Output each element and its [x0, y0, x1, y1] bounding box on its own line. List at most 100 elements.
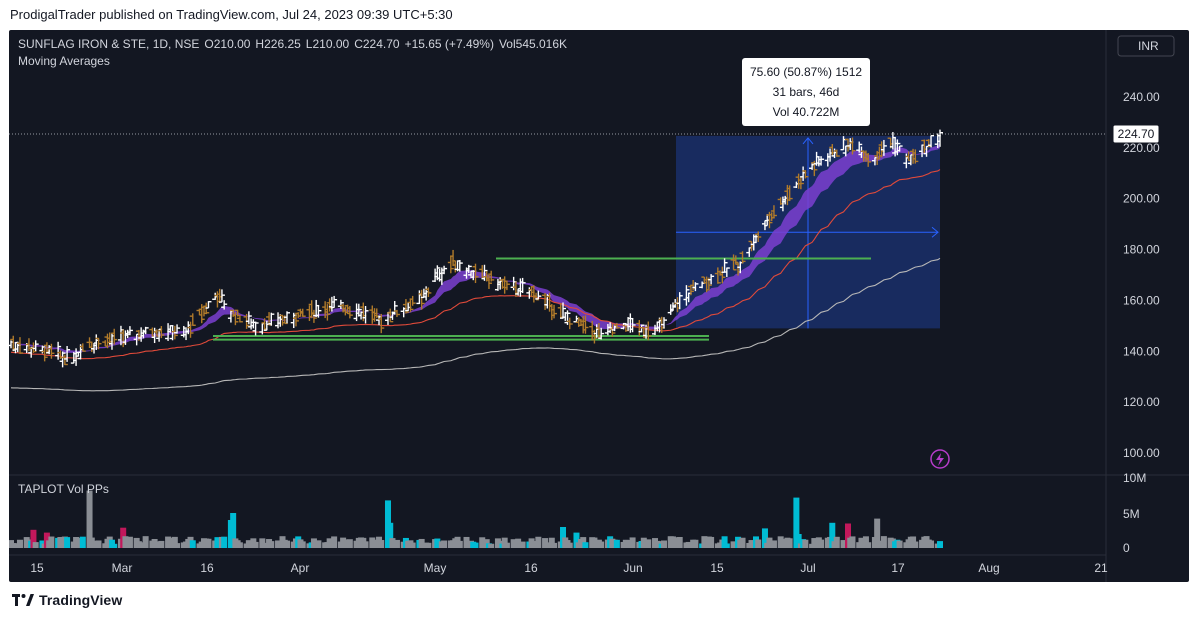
ohlc-bar-121 [387, 308, 394, 323]
volume-bar-129 [409, 542, 416, 548]
ohlc-bar-259 [818, 156, 825, 166]
ohlc-bar-124 [393, 309, 400, 318]
ohlc-bar-11 [41, 347, 48, 362]
measure-layer[interactable] [676, 135, 940, 329]
time-axis-tick-1: Mar [112, 561, 133, 575]
ohlc-bar-194 [613, 322, 620, 329]
ohlc-bar-139 [441, 265, 448, 275]
time-axis-tick-2: 16 [200, 561, 214, 575]
price-bars [8, 129, 943, 368]
measure-tooltip-line1: 75.60 (50.87%) 1512 [750, 65, 862, 79]
legend-c-label: C [354, 37, 363, 51]
volume-bar-34 [111, 543, 118, 548]
volume-bar-59 [189, 540, 196, 548]
volume-bar-29 [95, 540, 102, 548]
volume-bar-204 [645, 539, 652, 548]
volume-bar-273 [862, 536, 869, 548]
ohlc-bar-17 [59, 351, 66, 368]
ohlc-bar-229 [723, 267, 730, 277]
price-axis[interactable]: 240.00 220.00 200.00 180.00 160.00 140.00 120.… [1123, 90, 1160, 460]
support-resistance-lines[interactable] [213, 257, 871, 341]
ohlc-bar-99 [315, 305, 322, 318]
ohlc-bar-215 [683, 285, 690, 306]
volume-bar-279 [880, 536, 887, 548]
ohlc-bar-224 [708, 274, 715, 285]
ohlc-bar-217 [687, 285, 694, 296]
lightning-icon[interactable] [930, 449, 950, 469]
ohlc-bar-29 [95, 337, 102, 350]
ohlc-bar-19 [64, 345, 71, 362]
legend-symbol[interactable]: SUNFLAG IRON & STE, 1D, NSE [18, 37, 199, 51]
moving-averages [10, 143, 941, 392]
time-axis-tick-11: 21 [1094, 561, 1108, 575]
volume-bar-25 [86, 490, 93, 548]
ohlc-bar-269 [849, 137, 856, 155]
ohlc-bar-94 [299, 308, 306, 317]
volume-bar-159 [503, 542, 510, 548]
volume-bar-39 [126, 536, 133, 548]
volume-bar-109 [346, 539, 353, 548]
volume-bar-4 [16, 539, 23, 548]
time-axis-tick-0: 15 [30, 561, 44, 575]
ohlc-bar-79 [252, 321, 259, 336]
ohlc-bar-59 [189, 313, 196, 326]
ohlc-bar-204 [645, 321, 652, 341]
volume-bar-214 [676, 536, 683, 548]
chart-canvas[interactable]: 240.00 220.00 200.00 180.00 160.00 140.00 120.… [8, 30, 1189, 582]
volume-bar-219 [692, 539, 699, 548]
tradingview-logo[interactable]: TradingView [12, 592, 122, 608]
volume-bar-131 [418, 538, 425, 548]
currency-label: INR [1138, 39, 1159, 53]
ohlc-bar-296 [937, 129, 943, 147]
time-axis-tick-10: Aug [978, 561, 999, 575]
legend-change: +15.65 (+7.49%) [405, 37, 494, 51]
currency-button[interactable] [1117, 35, 1175, 57]
legend-c-value: 224.70 [363, 37, 400, 51]
volume-bars [8, 490, 943, 548]
ohlc-bar-294 [928, 134, 935, 148]
ohlc-bar-76 [245, 311, 252, 325]
ma-200-line [10, 257, 941, 392]
ohlc-bar-72 [232, 312, 239, 326]
legend-o-label: O [204, 37, 213, 51]
ohlc-bar-91 [292, 313, 299, 327]
indicator-label[interactable]: Moving Averages [18, 54, 110, 68]
price-axis-tick-3: 180.00 [1123, 243, 1160, 257]
legend-h-value: 226.25 [264, 37, 301, 51]
volume-bar-169 [535, 536, 542, 548]
volume-bar-244 [770, 540, 777, 548]
volume-bar-269 [849, 536, 856, 548]
legend-vol-value: 545.016K [516, 37, 567, 51]
legend-line: SUNFLAG IRON & STE, 1D, NSE O210.00 H226.2… [18, 37, 567, 51]
price-axis-tick-1: 220.00 [1123, 141, 1160, 155]
volume-bar-74 [236, 542, 243, 548]
ohlc-bar-154 [488, 270, 495, 282]
chart-frame[interactable]: 240.00 220.00 200.00 180.00 160.00 140.00 120.… [8, 30, 1189, 582]
ohlc-bar-129 [409, 295, 416, 306]
ohlc-bar-128 [407, 298, 414, 313]
volume-bar-251 [795, 534, 802, 548]
legend-vol-label: Vol [499, 37, 516, 51]
time-axis-tick-3: Apr [291, 561, 310, 575]
volume-bar-121 [387, 522, 394, 548]
volume-pane-title[interactable]: TAPLOT Vol PPs [18, 482, 109, 496]
ohlc-bar-279 [880, 139, 887, 156]
measure-tooltip-line3: Vol 40.722M [773, 105, 840, 119]
legend-h-label: H [255, 37, 264, 51]
ohlc-bar-131 [418, 289, 425, 310]
ma-50-line [10, 169, 941, 360]
volume-bar-250 [793, 497, 800, 548]
volume-bar-173 [548, 537, 555, 548]
ohlc-bar-119 [378, 313, 385, 334]
volume-bar-44 [142, 536, 149, 548]
volume-bar-184 [582, 542, 589, 548]
ohlc-bar-149 [472, 263, 479, 284]
ohlc-bar-214 [676, 292, 683, 310]
price-axis-tick-0: 240.00 [1123, 90, 1160, 104]
legend-l-label: L [306, 37, 313, 51]
time-axis[interactable]: 15 Mar 16 Apr May 16 Jun 15 Jul 17 Aug 21 [30, 561, 1108, 575]
time-axis-tick-7: 15 [710, 561, 724, 575]
ohlc-bar-201 [638, 324, 645, 333]
volume-bar-234 [739, 537, 746, 548]
ohlc-bar-252 [797, 177, 804, 190]
